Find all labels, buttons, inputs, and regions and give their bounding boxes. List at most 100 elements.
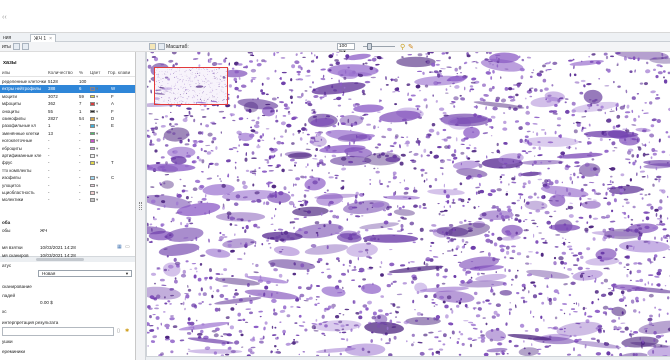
phase-row[interactable]: еброциты - - ▾ [0, 145, 135, 152]
phase-color-swatch[interactable] [90, 102, 95, 106]
phase-color-swatch[interactable] [90, 161, 95, 165]
stain-blob [237, 257, 243, 261]
stain-blob [315, 55, 319, 59]
stain-blob [189, 84, 191, 86]
phase-row[interactable]: улоцитоз - - ▾ [0, 182, 135, 189]
phase-color-swatch[interactable] [90, 94, 95, 99]
phase-color-swatch[interactable] [90, 87, 95, 91]
stain-blob [201, 104, 207, 105]
stain-blob [519, 195, 521, 200]
pencil-icon[interactable]: ✎ [408, 44, 414, 51]
phase-row[interactable]: ногоклеточные - - ▾ [0, 137, 135, 144]
stain-blob [606, 351, 611, 356]
stain-blob [562, 241, 566, 246]
phase-color-swatch[interactable] [90, 139, 95, 143]
stain-blob [642, 144, 647, 146]
fit-view-button[interactable] [149, 43, 156, 50]
phase-row[interactable]: фрус - - ▾ T [0, 159, 135, 166]
tab-previous[interactable]: ния [3, 35, 12, 41]
back-arrow-icon[interactable]: ‹‹ [2, 14, 7, 21]
phase-row[interactable]: оноциты 55 1 ▾ F [0, 108, 135, 115]
status-select[interactable]: Новая ▼ [38, 270, 132, 277]
phase-row[interactable]: мфоциты 362 7 ▾ A [0, 100, 135, 107]
phase-color-swatch[interactable] [90, 109, 95, 114]
panel-splitter[interactable] [136, 52, 146, 360]
phase-color-swatch[interactable] [90, 154, 95, 158]
stain-blob [447, 240, 450, 243]
stain-blob [152, 335, 157, 339]
stain-blob [180, 100, 182, 102]
calendar-icon[interactable]: ▦ [117, 244, 122, 250]
close-icon[interactable]: × [49, 36, 53, 42]
stain-blob [442, 300, 446, 304]
phase-color-swatch[interactable] [90, 131, 95, 136]
stain-blob [271, 325, 274, 329]
phase-cell-name: ногоклеточные [2, 138, 33, 144]
splitter-grip[interactable] [139, 202, 142, 210]
phase-color-swatch[interactable] [90, 198, 95, 202]
stain-blob [215, 327, 220, 332]
phase-color-swatch[interactable] [90, 146, 95, 151]
stain-blob [324, 155, 326, 158]
clock-icon[interactable]: ▭ [125, 244, 130, 250]
stain-blob [555, 234, 561, 236]
phase-color-swatch[interactable] [90, 176, 95, 180]
stain-blob [217, 175, 219, 177]
stain-blob [331, 77, 333, 80]
phase-color-swatch[interactable] [90, 117, 95, 121]
phase-row[interactable]: ределенные клеточки 5128 100 [0, 78, 135, 85]
stain-blob [389, 145, 395, 147]
zoom-slider-knob[interactable] [367, 43, 372, 50]
list-view-button[interactable] [22, 43, 29, 50]
stain-blob [611, 141, 616, 146]
taken-value[interactable]: 10/03/2021 14:28 [40, 245, 76, 250]
stain-blob [161, 116, 165, 119]
phase-row[interactable]: молектики - - ▾ [0, 196, 135, 203]
phase-row[interactable]: артифиманные кле - - ▾ [0, 152, 135, 159]
stain-blob [245, 321, 249, 323]
stain-blob [353, 265, 357, 269]
phase-row[interactable]: моцити 3072 59 ▾ F [0, 93, 135, 100]
phase-row[interactable]: ектры нейтрофилы 388 6 ▾ W [0, 85, 135, 93]
horizontal-scrollbar[interactable] [0, 256, 135, 262]
phase-row[interactable]: ьциобластность - - ▾ [0, 189, 135, 196]
wand-icon[interactable]: ⚲ [400, 44, 406, 51]
grid-view-button[interactable] [13, 43, 20, 50]
actual-size-button[interactable] [158, 43, 165, 50]
phase-color-swatch[interactable] [90, 183, 95, 188]
viewport-bottom-scrollbar[interactable] [146, 356, 670, 360]
stain-blob [245, 152, 248, 157]
phase-row[interactable]: озинофилы 2827 54 ▾ D [0, 115, 135, 122]
star-icon[interactable]: ✱ [125, 328, 130, 334]
phase-row[interactable]: зменённые клетки 13- ▾ [0, 130, 135, 137]
phase-row[interactable]: изофилы - - ▾ C [0, 174, 135, 181]
phase-color-swatch[interactable] [90, 191, 95, 195]
zoom-slider[interactable] [363, 43, 395, 50]
stain-blob [378, 99, 381, 103]
document-icon[interactable]: ▯ [117, 328, 120, 334]
stain-blob [425, 178, 428, 181]
conclusion-input[interactable] [2, 327, 114, 336]
stain-blob [160, 180, 174, 189]
phase-cell-dd: ▾ [96, 175, 99, 181]
stain-blob [621, 211, 624, 214]
scrollbar-thumb[interactable] [36, 258, 84, 261]
stain-blob [307, 210, 311, 214]
phase-row[interactable]: разофильные кл 1- ▾ E [0, 122, 135, 129]
minimap[interactable] [154, 67, 228, 105]
phase-color-swatch[interactable] [90, 124, 95, 128]
smear-image-viewport[interactable] [146, 52, 670, 356]
stain-blob [638, 320, 670, 335]
stain-blob [460, 97, 465, 101]
stain-blob [496, 142, 499, 147]
stain-blob [468, 221, 472, 223]
stain-blob [655, 212, 658, 217]
zoom-select[interactable]: 100 %▾ [337, 43, 355, 55]
tab-current[interactable]: ЖЧ 1 × [30, 34, 57, 42]
stain-blob [504, 162, 508, 165]
stain-blob [609, 180, 612, 183]
stain-blob [529, 310, 532, 314]
phase-row[interactable]: ттх комплекты - - [0, 167, 135, 174]
phase-cell-pct: 6 [79, 86, 82, 92]
stain-blob [393, 192, 396, 196]
